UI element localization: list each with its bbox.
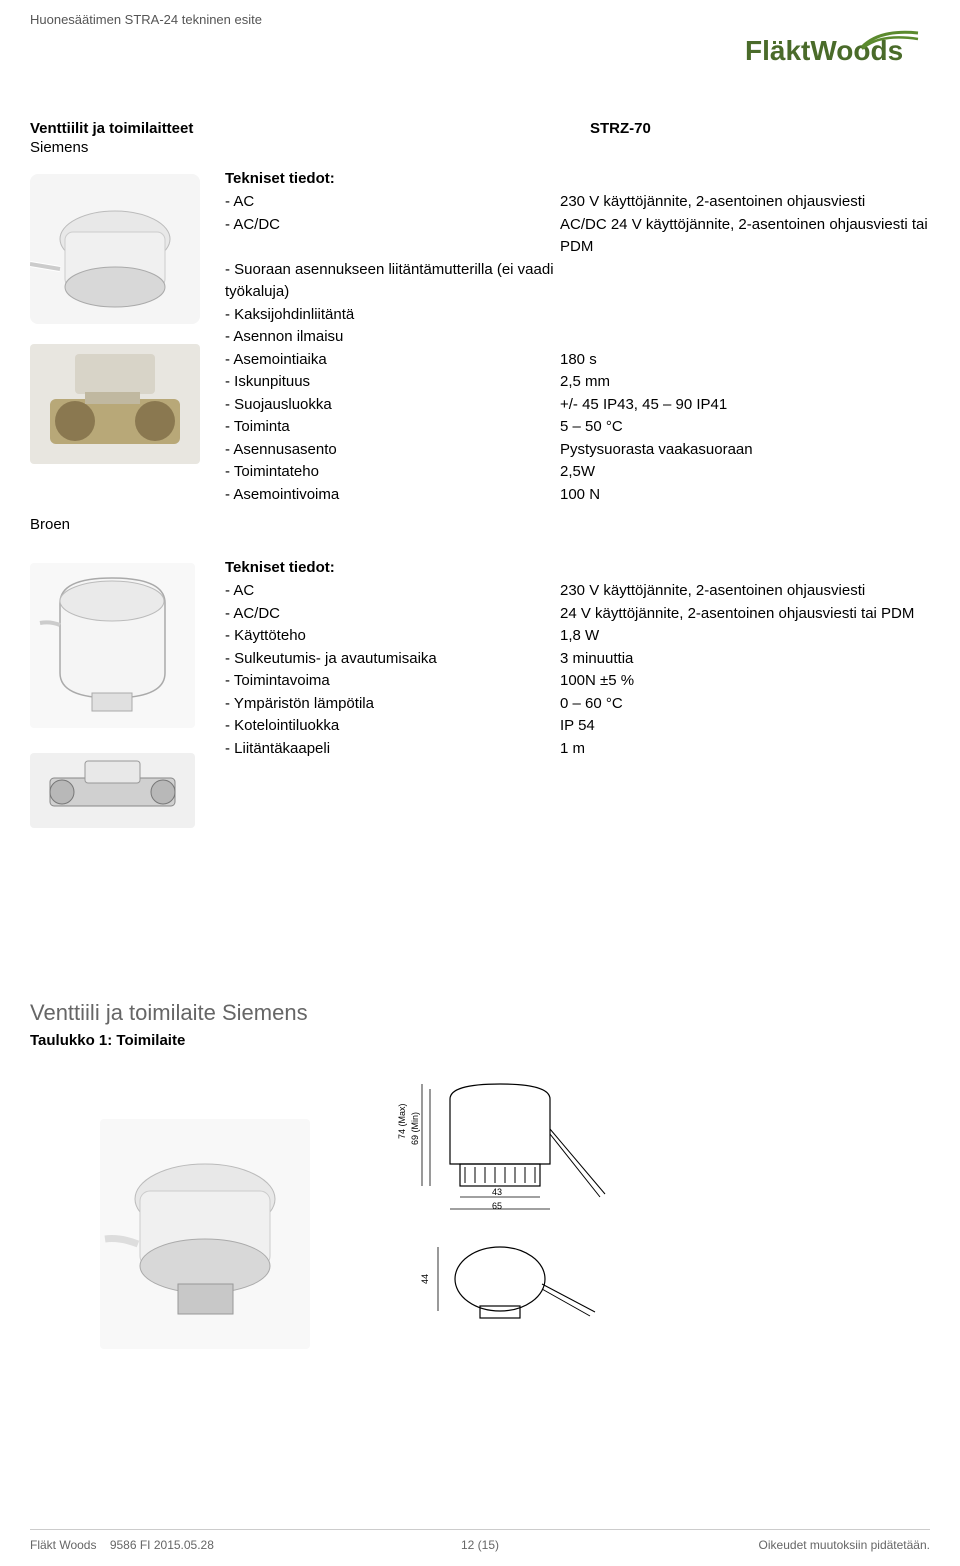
- spec-label: - AC/DC: [225, 603, 560, 626]
- spec-label: - Sulkeutumis- ja avautumisaika: [225, 648, 560, 671]
- spec-value: 2,5W: [560, 461, 930, 484]
- dim-label: 69 (Min): [410, 1112, 420, 1145]
- bottom-section-title: Venttiili ja toimilaite Siemens: [30, 1000, 930, 1026]
- spec-value: 0 – 60 °C: [560, 693, 930, 716]
- page-footer: Fläkt Woods 9586 FI 2015.05.28 12 (15) O…: [30, 1529, 930, 1552]
- actuator-render-image: [100, 1119, 310, 1349]
- broen-spec-block: Tekniset tiedot: - AC230 V käyttöjännite…: [30, 553, 930, 828]
- spec-label: - Suojausluokka: [225, 394, 560, 417]
- manufacturer-siemens: Siemens: [30, 139, 930, 156]
- spec-label: - Asemointiaika: [225, 349, 560, 372]
- spec-label: - Toimintateho: [225, 461, 560, 484]
- siemens-valve-image: [30, 344, 200, 464]
- spec-label: - AC: [225, 191, 560, 214]
- spec-value: +/- 45 IP43, 45 – 90 IP41: [560, 394, 930, 417]
- specs-heading-2: Tekniset tiedot:: [225, 559, 930, 576]
- dim-label: 44: [420, 1274, 430, 1284]
- footer-company: Fläkt Woods 9586 FI 2015.05.28: [30, 1538, 214, 1552]
- spec-value: 100N ±5 %: [560, 670, 930, 693]
- spec-value: 230 V käyttöjännite, 2-asentoinen ohjaus…: [560, 191, 930, 214]
- spec-label: - Liitäntäkaapeli: [225, 738, 560, 761]
- spec-label: - Iskunpituus: [225, 371, 560, 394]
- spec-label: - Kotelointiluokka: [225, 715, 560, 738]
- broen-actuator-image: [30, 563, 195, 728]
- footer-page-number: 12 (15): [461, 1538, 499, 1552]
- bottom-section: Venttiili ja toimilaite Siemens Taulukko…: [30, 1000, 930, 1349]
- dim-label: 43: [492, 1187, 502, 1197]
- section-title: Venttiilit ja toimilaitteet: [30, 120, 930, 137]
- spec-value: 5 – 50 °C: [560, 416, 930, 439]
- footer-rights: Oikeudet muutoksiin pidätetään.: [759, 1538, 930, 1552]
- spec-label: - Käyttöteho: [225, 625, 560, 648]
- logo-swoosh-icon: [860, 27, 920, 52]
- spec-value: IP 54: [560, 715, 930, 738]
- spec-value: 230 V käyttöjännite, 2-asentoinen ohjaus…: [560, 580, 930, 603]
- bottom-section-subtitle: Taulukko 1: Toimilaite: [30, 1032, 930, 1049]
- spec-value: 2,5 mm: [560, 371, 930, 394]
- spec-value: Pystysuorasta vaakasuoraan: [560, 439, 930, 462]
- spec-value: [560, 259, 930, 304]
- dim-label: 65: [492, 1201, 502, 1211]
- siemens-actuator-image: [30, 174, 200, 324]
- spec-value: 1,8 W: [560, 625, 930, 648]
- spec-value: 1 m: [560, 738, 930, 761]
- dim-label: 74 (Max): [397, 1103, 407, 1139]
- spec-value: [560, 304, 930, 327]
- spec-label: - Toiminta: [225, 416, 560, 439]
- siemens-image-column: [30, 164, 225, 506]
- spec-label: - Asennon ilmaisu: [225, 326, 560, 349]
- spec-value: 3 minuuttia: [560, 648, 930, 671]
- spec-label: - AC: [225, 580, 560, 603]
- main-content: Venttiilit ja toimilaitteet Siemens: [30, 120, 930, 828]
- broen-fitting-image: [30, 753, 195, 828]
- flaktwoods-logo: FläktWoods: [745, 35, 920, 90]
- spec-value: 180 s: [560, 349, 930, 372]
- bottom-images-row: 74 (Max) 69 (Min) 43 65 44: [30, 1069, 930, 1349]
- broen-image-column: [30, 553, 225, 828]
- spec-label: - Asennusasento: [225, 439, 560, 462]
- manufacturer-broen: Broen: [30, 516, 930, 533]
- model-code: STRZ-70: [590, 120, 651, 137]
- spec-label: - AC/DC: [225, 214, 560, 259]
- spec-value: AC/DC 24 V käyttöjännite, 2-asentoinen o…: [560, 214, 930, 259]
- broen-spec-column: Tekniset tiedot: - AC230 V käyttöjännite…: [225, 553, 930, 828]
- siemens-spec-column: Tekniset tiedot: - AC230 V käyttöjännite…: [225, 164, 930, 506]
- document-header: Huonesäätimen STRA-24 tekninen esite: [30, 12, 262, 27]
- technical-drawing: 74 (Max) 69 (Min) 43 65 44: [370, 1069, 670, 1339]
- spec-value: 24 V käyttöjännite, 2-asentoinen ohjausv…: [560, 603, 930, 626]
- spec-value: 100 N: [560, 484, 930, 507]
- spec-label: - Ympäristön lämpötila: [225, 693, 560, 716]
- spec-label: - Kaksijohdinliitäntä: [225, 304, 560, 327]
- spec-label: - Suoraan asennukseen liitäntämutterilla…: [225, 259, 560, 304]
- specs-heading-1: Tekniset tiedot:: [225, 170, 930, 187]
- spec-label: - Toimintavoima: [225, 670, 560, 693]
- spec-label: - Asemointivoima: [225, 484, 560, 507]
- siemens-spec-block: Tekniset tiedot: - AC230 V käyttöjännite…: [30, 164, 930, 506]
- spec-value: [560, 326, 930, 349]
